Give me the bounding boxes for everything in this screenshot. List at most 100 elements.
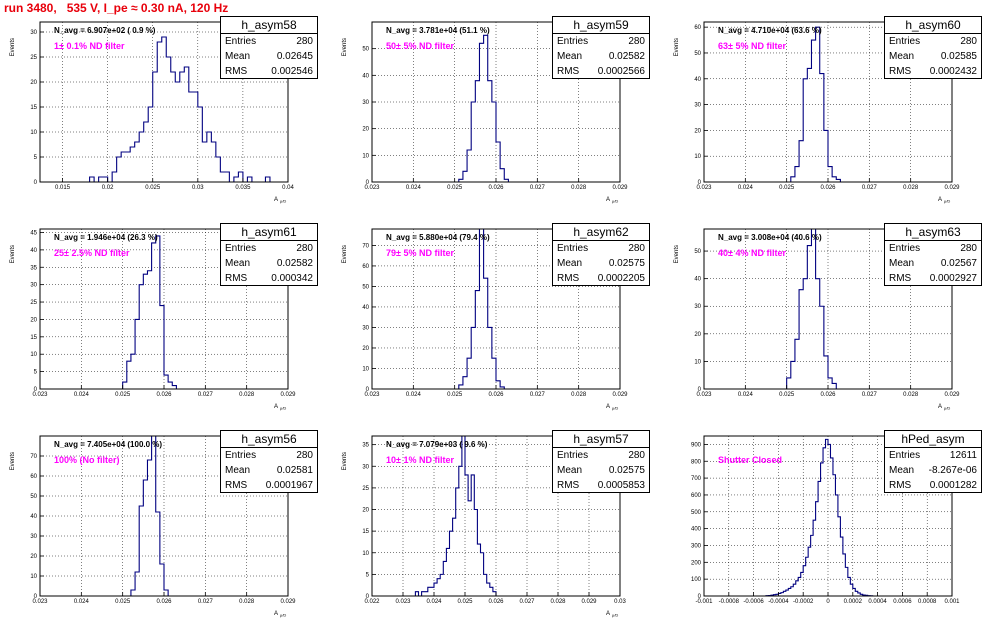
histogram-bin	[788, 588, 790, 596]
histogram-bin	[467, 358, 471, 389]
histogram-bin	[139, 132, 144, 182]
y-tick-label: 30	[694, 304, 701, 310]
x-tick-label: 0.023	[364, 185, 380, 191]
y-tick-label: 20	[362, 508, 369, 514]
y-tick-label: 500	[691, 510, 702, 516]
stats-row: Mean 0.02581	[221, 463, 317, 478]
histogram-plot: -0.001 -0.0008 -0.0006 -0.0004 -0.0002 0 0.000…	[691, 435, 960, 605]
stats-row: Mean 0.02575	[553, 256, 649, 271]
y-tick-label: 15	[30, 335, 37, 341]
histogram-pad-h_asym59: 0.023 0.024 0.025 0.026 0.027 0.028 0.029 0 10 20…	[332, 0, 664, 207]
histogram-bin	[828, 167, 832, 182]
histogram-pad-h_asym60: 0.023 0.024 0.025 0.026 0.027 0.028 0.029 0 10 20…	[664, 0, 996, 207]
histogram-plot: 0.023 0.024 0.025 0.026 0.027 0.028 0.029 0 10 20…	[674, 228, 960, 411]
stats-value: 0.0002432	[929, 66, 977, 77]
x-tick-label: 0.025	[779, 185, 795, 191]
filter-label: Shutter Closed	[718, 455, 782, 465]
histogram-series	[122, 235, 177, 389]
y-tick-label: 800	[691, 459, 702, 465]
histogram-bin	[440, 574, 443, 596]
histogram-bin	[135, 319, 139, 389]
stats-row: RMS 0.0001282	[885, 478, 981, 493]
histogram-bin	[807, 68, 811, 182]
x-tick-label: 0.025	[447, 392, 463, 398]
y-tick-label: 30	[694, 103, 701, 109]
histogram-bin	[112, 172, 117, 182]
stats-key: RMS	[557, 480, 580, 491]
stats-value: 0.0005853	[597, 480, 645, 491]
histogram-name: h_asym60	[885, 17, 981, 34]
histogram-name: h_asym57	[553, 431, 649, 448]
y-tick-label: 40	[694, 77, 701, 83]
y-axis-label: Events	[10, 452, 16, 470]
histogram-bin	[781, 593, 783, 596]
histogram-name: h_asym59	[553, 17, 649, 34]
histogram-bins	[459, 35, 509, 182]
x-tick-label: 0.028	[550, 599, 566, 605]
navg-label: N_avg = 4.710e+04 (63.6 %)	[718, 26, 822, 35]
histogram-bin	[492, 102, 496, 182]
stats-value: 280	[960, 243, 977, 254]
stats-value: 0.02575	[608, 258, 645, 269]
x-tick-label: 0.025	[115, 599, 131, 605]
stats-row: Entries 280	[885, 34, 981, 49]
histogram-name: h_asym58	[221, 17, 317, 34]
stats-key: Entries	[225, 243, 257, 254]
stats-box: hPed_asym Entries 12611 Mean -8.267e-06 RMS 0.…	[884, 430, 982, 493]
stats-row: RMS 0.0005853	[553, 478, 649, 493]
x-tick-label: 0.029	[280, 392, 296, 398]
histogram-series	[790, 26, 841, 182]
histogram-plot: 0.023 0.024 0.025 0.026 0.027 0.028 0.029 0 10 20…	[674, 21, 960, 204]
histogram-pad-hPed_asym: -0.001 -0.0008 -0.0006 -0.0004 -0.0002 0 0.000…	[664, 414, 996, 621]
y-tick-label: 600	[691, 493, 702, 499]
y-tick-label: 10	[694, 154, 701, 160]
stats-key: Mean	[557, 51, 583, 62]
y-tick-label: 20	[362, 127, 369, 133]
filter-label: 50± 5% ND filter	[386, 41, 454, 51]
x-tick-label: -0.0008	[719, 599, 740, 605]
histogram-bin	[99, 177, 104, 182]
stats-row: Entries 280	[885, 241, 981, 256]
stats-row: RMS 0.0001967	[221, 478, 317, 493]
histogram-bin	[456, 488, 459, 596]
histogram-bin	[425, 592, 428, 596]
stats-key: Entries	[889, 450, 921, 461]
histogram-bin	[799, 141, 803, 182]
stats-box: h_asym59 Entries 280 Mean 0.02582 RMS 0.000256…	[552, 16, 650, 79]
histogram-bin	[463, 377, 467, 389]
histogram-bin	[492, 358, 496, 389]
filter-label: 63± 5% ND filter	[718, 41, 786, 51]
y-tick-label: 35	[30, 265, 37, 271]
histogram-bin	[787, 378, 791, 389]
x-tick-label: 0.028	[239, 599, 255, 605]
x-tick-label: 0.028	[239, 392, 255, 398]
y-tick-label: 20	[30, 317, 37, 323]
filter-label: 10± 1% ND filter	[386, 455, 454, 465]
histogram-bin	[156, 236, 160, 389]
x-tick-label: 0.029	[612, 392, 628, 398]
stats-key: Entries	[889, 36, 921, 47]
stats-row: RMS 0.000342	[221, 271, 317, 286]
histogram-bin	[475, 81, 479, 182]
histogram-bin	[147, 271, 151, 389]
stats-key: Mean	[889, 465, 915, 476]
x-tick-label: 0.023	[32, 599, 48, 605]
y-tick-label: 15	[362, 529, 369, 535]
histogram-bins	[791, 27, 841, 182]
histogram-bin	[434, 583, 437, 596]
stats-key: Mean	[557, 258, 583, 269]
y-tick-label: 20	[694, 332, 701, 338]
stats-value: 0.0001282	[929, 480, 977, 491]
stats-value: 0.000342	[271, 273, 313, 284]
stats-box: h_asym56 Entries 280 Mean 0.02581 RMS 0.000196…	[220, 430, 318, 493]
stats-row: Mean 0.02582	[553, 49, 649, 64]
y-axis-label: Events	[342, 452, 348, 470]
x-tick-label: 0.027	[530, 185, 546, 191]
y-axis-label: Events	[10, 245, 16, 263]
x-tick-label: -0.0006	[743, 599, 764, 605]
stats-key: RMS	[225, 66, 248, 77]
histogram-bin	[791, 177, 795, 182]
histogram-bin	[493, 592, 496, 596]
